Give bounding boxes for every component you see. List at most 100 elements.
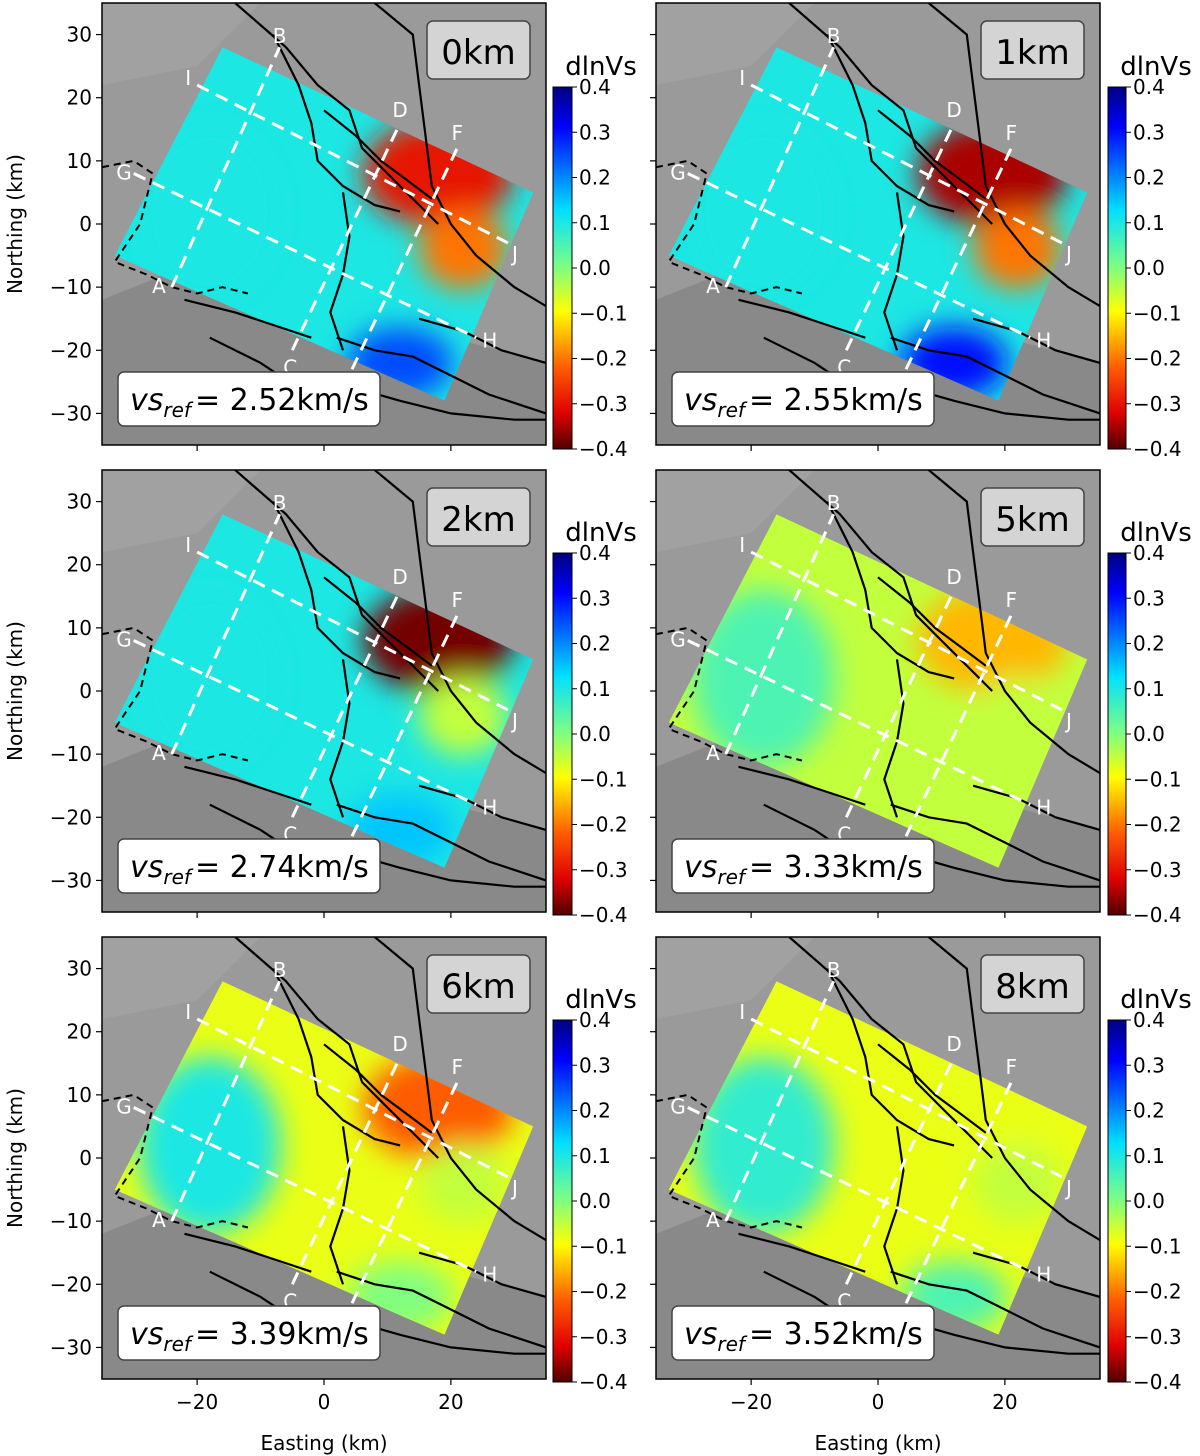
y-tick-label: −10 bbox=[50, 275, 92, 299]
colorbar-tick-label: −0.3 bbox=[579, 392, 628, 416]
fault-line bbox=[234, 470, 439, 692]
profile-line-EF bbox=[895, 147, 1013, 389]
profile-line-AB bbox=[724, 980, 835, 1222]
profile-label-D: D bbox=[946, 98, 961, 122]
colorbar-tick-label: −0.1 bbox=[1133, 767, 1182, 791]
fault-line bbox=[355, 387, 546, 421]
y-tick-label: −10 bbox=[50, 742, 92, 766]
colorbar-tick-label: −0.4 bbox=[579, 903, 628, 927]
colorbar-tick-label: 0.2 bbox=[1133, 1099, 1165, 1123]
profile-label-I: I bbox=[739, 66, 745, 90]
profile-label-J: J bbox=[510, 242, 518, 266]
profile-label-F: F bbox=[1005, 1055, 1017, 1079]
y-tick-label: 20 bbox=[67, 86, 92, 110]
map-panel-2km: ABCDEFGHIJ2kmvsref= 2.74km/s3020100−10−2… bbox=[3, 469, 637, 927]
y-tick-label: −20 bbox=[50, 338, 92, 362]
profile-label-H: H bbox=[1036, 329, 1051, 353]
colorbar-tick-label: −0.2 bbox=[579, 347, 628, 371]
profile-label-F: F bbox=[1005, 121, 1017, 145]
colorbar-tick-label: −0.1 bbox=[579, 767, 628, 791]
colorbar-tick-label: 0.4 bbox=[1133, 541, 1165, 565]
colorbar-tick-label: 0.4 bbox=[579, 1008, 611, 1032]
colorbar-label: dlnVs bbox=[1120, 518, 1192, 548]
profile-label-H: H bbox=[482, 1263, 497, 1287]
fault-line bbox=[272, 34, 401, 213]
vs-ref-box bbox=[671, 371, 935, 427]
profile-line-AB bbox=[724, 513, 835, 755]
vs-ref-box bbox=[671, 838, 935, 894]
colorbar-tick-label: 0.2 bbox=[1133, 166, 1165, 190]
colorbar-tick-label: 0.1 bbox=[579, 677, 611, 701]
fault-line bbox=[877, 576, 987, 667]
depth-label: 1km bbox=[995, 33, 1069, 73]
map-panel-0km: ABCDEFGHIJ0kmvsref= 2.52km/s3020100−10−2… bbox=[3, 2, 637, 461]
colorbar-tick-label: −0.1 bbox=[1133, 301, 1182, 325]
profile-label-A: A bbox=[706, 274, 720, 298]
profile-line-AB bbox=[170, 980, 281, 1222]
profile-label-G: G bbox=[670, 1094, 686, 1118]
colorbar-tick-label: −0.4 bbox=[579, 1370, 628, 1394]
map-panel-5km: ABCDEFGHIJ5kmvsref= 3.33km/sdlnVs0.40.30… bbox=[650, 469, 1192, 927]
colorbar-tick-label: 0.0 bbox=[1133, 256, 1165, 280]
y-axis-label: Northing (km) bbox=[3, 154, 27, 294]
colorbar-tick-label: −0.2 bbox=[579, 813, 628, 837]
profile-label-A: A bbox=[706, 1208, 720, 1232]
profile-line-IJ bbox=[196, 550, 509, 712]
profile-label-D: D bbox=[946, 1032, 961, 1056]
x-tick-label: 20 bbox=[438, 1390, 463, 1414]
profile-label-B: B bbox=[273, 958, 287, 982]
colorbar-label: dlnVs bbox=[565, 518, 637, 548]
colorbar-tick-label: 0.3 bbox=[1133, 1053, 1165, 1077]
fault-line bbox=[972, 317, 1100, 364]
y-tick-label: 10 bbox=[67, 1083, 92, 1107]
colorbar-tick-label: 0.3 bbox=[1133, 586, 1165, 610]
profile-label-G: G bbox=[116, 160, 132, 184]
fault-line bbox=[826, 34, 955, 213]
fault-line bbox=[909, 387, 1100, 421]
colorbar-tick-label: −0.2 bbox=[1133, 813, 1182, 837]
plain-relief bbox=[102, 470, 261, 553]
fault-line bbox=[272, 968, 401, 1147]
profile-label-J: J bbox=[510, 709, 518, 733]
profile-label-B: B bbox=[827, 491, 841, 515]
fault-line bbox=[184, 298, 312, 339]
depth-label: 5km bbox=[995, 500, 1069, 540]
colorbar-tick-label: 0.0 bbox=[579, 256, 611, 280]
vs-ref-box bbox=[117, 371, 381, 427]
y-tick-label: 0 bbox=[79, 212, 92, 236]
colorbar-gradient bbox=[552, 86, 573, 450]
depth-badge bbox=[980, 487, 1085, 547]
x-axis-label: Easting (km) bbox=[260, 1431, 387, 1455]
profile-line-IJ bbox=[196, 1017, 509, 1179]
fault-line bbox=[418, 317, 546, 364]
y-tick-label: 30 bbox=[67, 490, 92, 514]
profile-label-J: J bbox=[1064, 709, 1072, 733]
y-tick-label: 0 bbox=[79, 1146, 92, 1170]
east-anomaly bbox=[419, 676, 508, 757]
fault-line bbox=[972, 784, 1100, 831]
colorbar-tick-label: 0.3 bbox=[579, 120, 611, 144]
colorbar-tick-label: −0.3 bbox=[579, 1325, 628, 1349]
profile-line-EF bbox=[341, 614, 459, 856]
vs-ref-text: vsref = 2.52km/s bbox=[130, 383, 369, 422]
colorbar-tick-label: −0.2 bbox=[1133, 347, 1182, 371]
vs-ref-text: vsref = 3.33km/s bbox=[684, 850, 923, 889]
map-panel-6km: ABCDEFGHIJ6kmvsref= 3.39km/s3020100−10−2… bbox=[3, 936, 637, 1455]
profile-line-GH bbox=[687, 1106, 1031, 1274]
colorbar-gradient bbox=[552, 552, 573, 916]
profile-label-G: G bbox=[670, 627, 686, 651]
colorbar-tick-label: −0.4 bbox=[1133, 1370, 1182, 1394]
colorbar-tick-label: 0.2 bbox=[579, 632, 611, 656]
colorbar-tick-label: 0.1 bbox=[1133, 211, 1165, 235]
colorbar-tick-label: −0.3 bbox=[1133, 392, 1182, 416]
profile-line-GH bbox=[133, 172, 477, 340]
fault-line bbox=[336, 336, 546, 415]
vs-ref-box bbox=[117, 838, 381, 894]
depth-label: 2km bbox=[441, 500, 515, 540]
profile-line-AB bbox=[724, 46, 835, 288]
colorbar-tick-label: 0.4 bbox=[579, 75, 611, 99]
fault-line bbox=[890, 336, 1100, 415]
profile-label-J: J bbox=[1064, 242, 1072, 266]
